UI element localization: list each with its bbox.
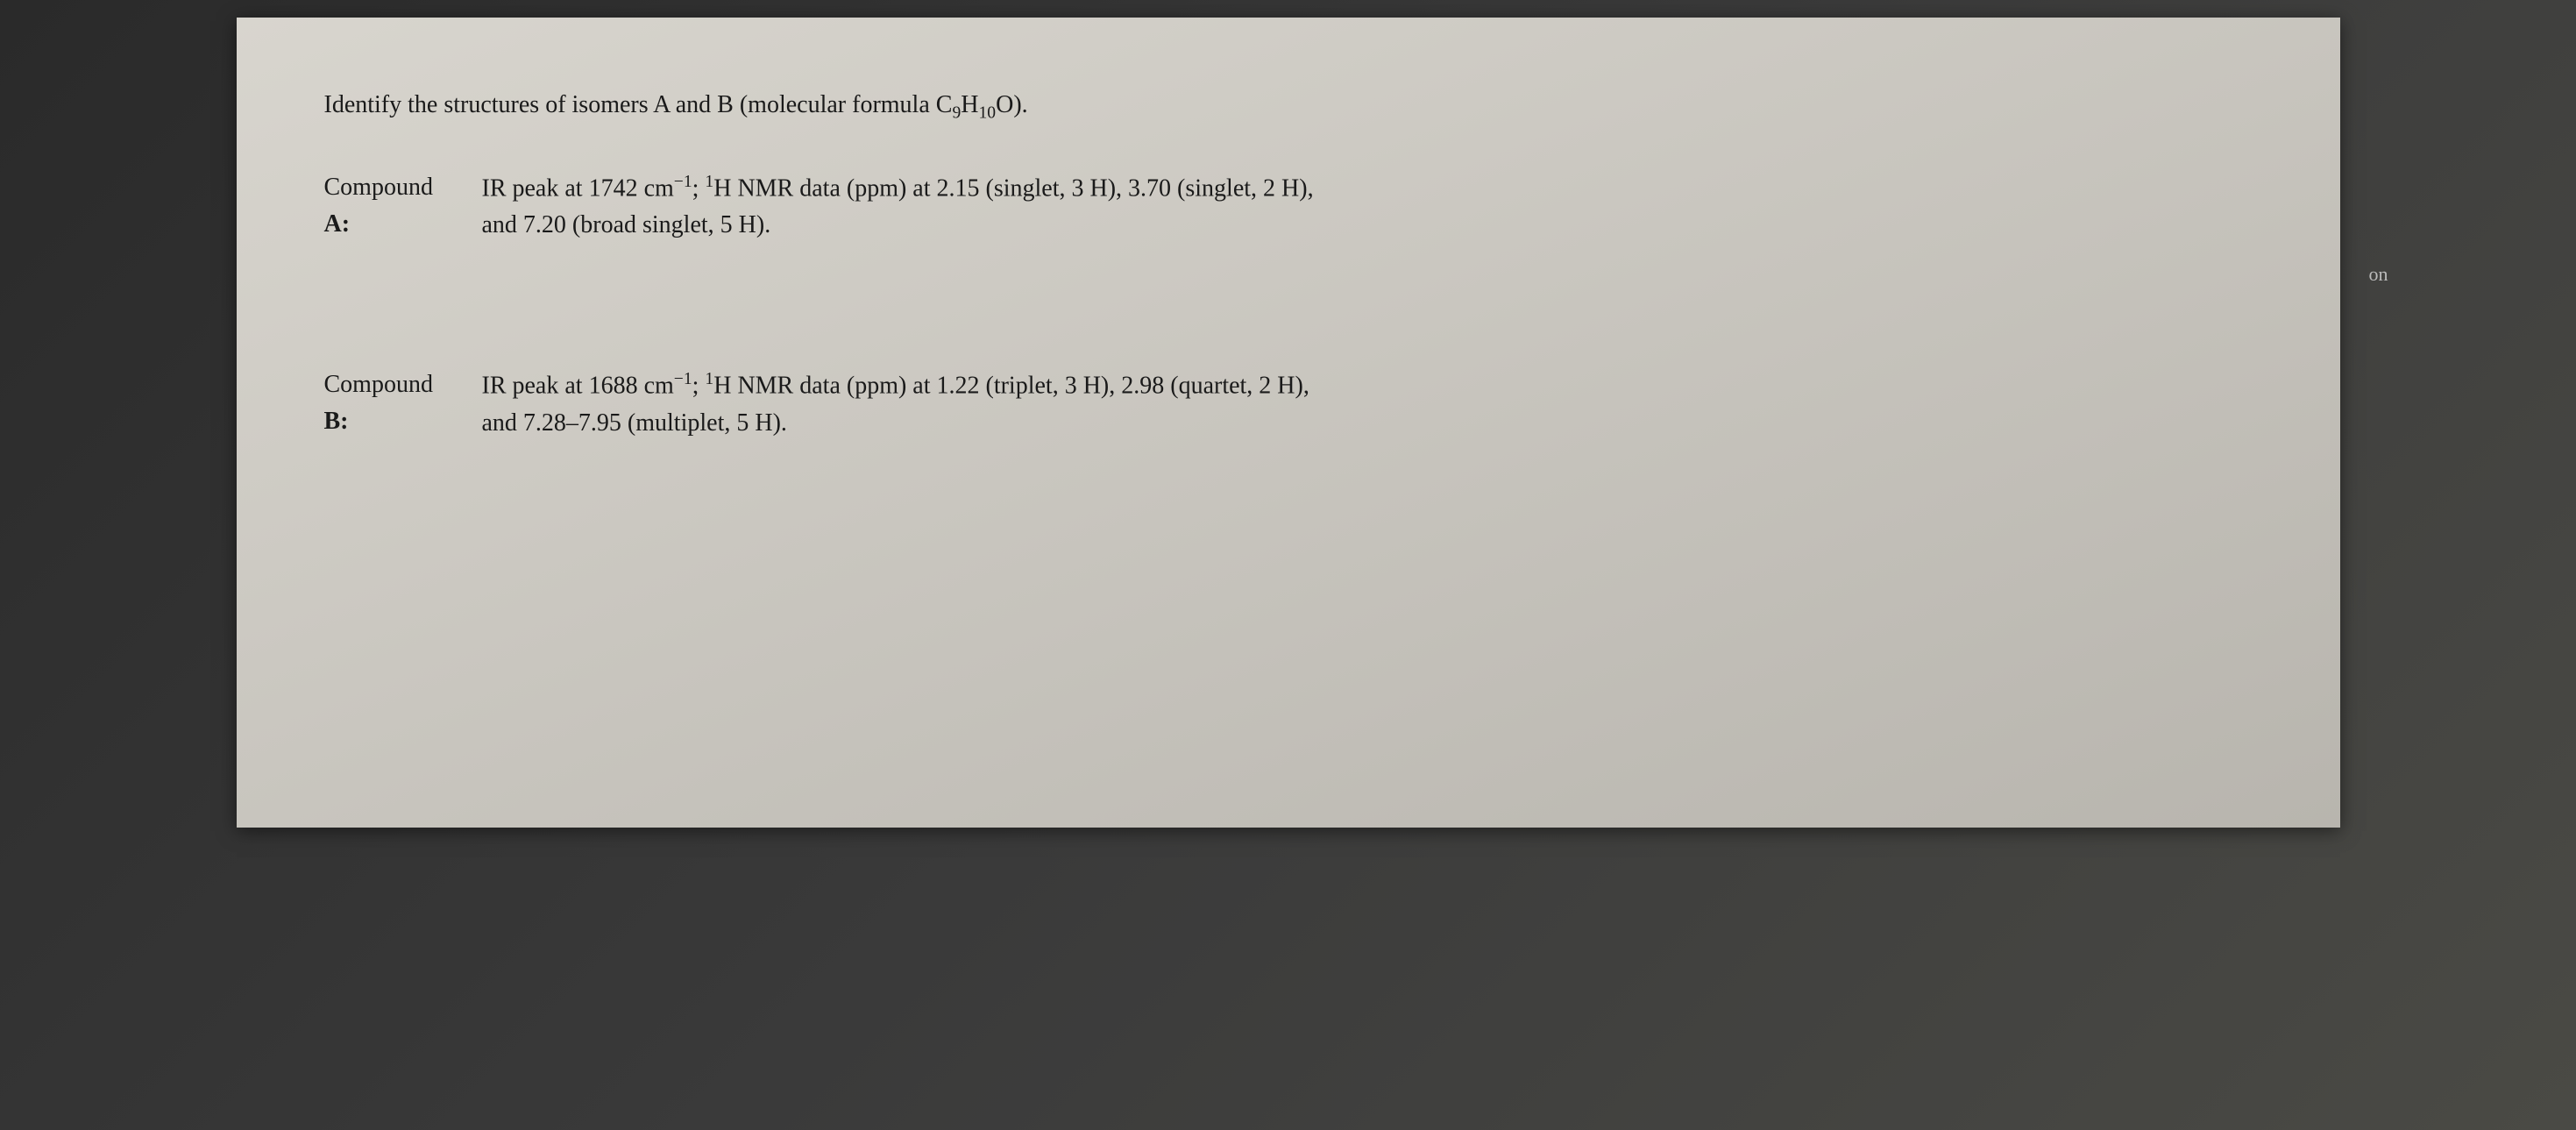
question-text: Identify the structures of isomers A and… (324, 88, 2253, 125)
question-prefix: Identify the structures of isomers A and… (324, 91, 936, 118)
compound-b-label: Compound B: (324, 366, 482, 441)
compound-a-label-line1: Compound (324, 169, 482, 206)
compound-b-row: Compound B: IR peak at 1688 cm−1; 1H NMR… (324, 366, 2253, 441)
compound-a-data: IR peak at 1742 cm−1; 1H NMR data (ppm) … (482, 169, 2253, 244)
question-suffix: ). (1013, 91, 1027, 118)
side-background-elements: on (2340, 18, 2393, 828)
paper-page: Identify the structures of isomers A and… (237, 18, 2340, 828)
compound-b-data-line1: IR peak at 1688 cm−1; 1H NMR data (ppm) … (482, 366, 2253, 404)
compound-b-data: IR peak at 1688 cm−1; 1H NMR data (ppm) … (482, 366, 2253, 441)
compound-b-label-line2: B: (324, 403, 482, 440)
molecular-formula: C9H10O (936, 91, 1014, 118)
compound-a-label: Compound A: (324, 169, 482, 244)
side-on-text: on (2369, 263, 2388, 286)
compound-a-data-line1: IR peak at 1742 cm−1; 1H NMR data (ppm) … (482, 169, 2253, 207)
compound-a-label-line2: A: (324, 206, 482, 243)
compound-b-label-line1: Compound (324, 366, 482, 403)
compound-b-data-line2: and 7.28–7.95 (multiplet, 5 H). (482, 405, 2253, 442)
compound-a-data-line2: and 7.20 (broad singlet, 5 H). (482, 207, 2253, 244)
compound-a-row: Compound A: IR peak at 1742 cm−1; 1H NMR… (324, 169, 2253, 244)
